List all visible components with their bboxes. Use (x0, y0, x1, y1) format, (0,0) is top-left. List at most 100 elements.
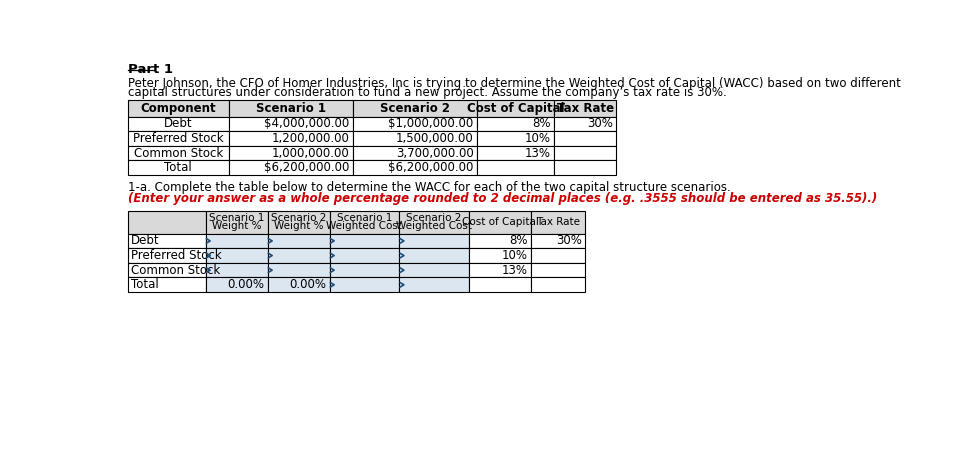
Bar (469, 211, 530, 234)
Bar (469, 234, 530, 248)
Bar (399, 278, 469, 292)
Bar (330, 248, 399, 263)
Text: Scenario 2: Scenario 2 (406, 213, 461, 223)
Bar (353, 100, 477, 116)
Text: Weighted Cost: Weighted Cost (326, 221, 402, 231)
Text: Total: Total (164, 161, 192, 174)
Bar (469, 263, 530, 278)
Text: Common Stock: Common Stock (134, 147, 223, 160)
Text: Scenario 1: Scenario 1 (209, 213, 264, 223)
Text: 10%: 10% (502, 249, 528, 262)
Text: 1,000,000.00: 1,000,000.00 (272, 147, 349, 160)
Bar (206, 211, 267, 234)
Text: Cost of Capital: Cost of Capital (466, 102, 564, 114)
Bar (353, 116, 477, 131)
Bar (399, 263, 469, 278)
Text: $4,000,000.00: $4,000,000.00 (264, 117, 349, 131)
Bar (206, 278, 267, 292)
Bar (229, 146, 353, 160)
Text: 0.00%: 0.00% (289, 278, 326, 291)
Text: Preferred Stock: Preferred Stock (131, 249, 221, 262)
Text: $6,200,000.00: $6,200,000.00 (388, 161, 473, 174)
Text: 30%: 30% (555, 234, 581, 247)
Bar (128, 234, 206, 248)
Text: $1,000,000.00: $1,000,000.00 (388, 117, 473, 131)
Bar (330, 234, 399, 248)
Bar (206, 234, 267, 248)
Text: Scenario 2: Scenario 2 (380, 102, 450, 114)
Text: (Enter your answer as a whole percentage rounded to 2 decimal places (e.g. .3555: (Enter your answer as a whole percentage… (128, 192, 876, 205)
Text: Tax Rate: Tax Rate (535, 217, 579, 227)
Bar (530, 234, 584, 248)
Bar (330, 263, 399, 278)
Bar (229, 131, 353, 146)
Text: 1,200,000.00: 1,200,000.00 (272, 132, 349, 145)
Bar (128, 278, 206, 292)
Text: Part 1: Part 1 (128, 63, 173, 76)
Text: Scenario 1: Scenario 1 (256, 102, 326, 114)
Bar (399, 234, 469, 248)
Bar (530, 263, 584, 278)
Bar (530, 278, 584, 292)
Bar (469, 278, 530, 292)
Text: Debt: Debt (164, 117, 192, 131)
Text: Peter Johnson, the CFO of Homer Industries, Inc is trying to determine the Weigh: Peter Johnson, the CFO of Homer Industri… (128, 76, 899, 89)
Bar (554, 100, 616, 116)
Bar (267, 211, 330, 234)
Bar (267, 263, 330, 278)
Text: Scenario 2: Scenario 2 (271, 213, 326, 223)
Text: Debt: Debt (131, 234, 160, 247)
Text: Weight %: Weight % (274, 221, 323, 231)
Bar (353, 146, 477, 160)
Bar (267, 278, 330, 292)
Bar (267, 248, 330, 263)
Text: Weighted Cost: Weighted Cost (396, 221, 472, 231)
Bar (399, 211, 469, 234)
Bar (229, 116, 353, 131)
Text: Cost of Capital: Cost of Capital (461, 217, 538, 227)
Text: Tax Rate: Tax Rate (556, 102, 613, 114)
Bar (128, 100, 229, 116)
Bar (353, 160, 477, 175)
Bar (128, 211, 206, 234)
Text: Component: Component (140, 102, 216, 114)
Bar (554, 116, 616, 131)
Text: Scenario 1: Scenario 1 (336, 213, 392, 223)
Bar (469, 248, 530, 263)
Bar (477, 160, 554, 175)
Text: $6,200,000.00: $6,200,000.00 (264, 161, 349, 174)
Bar (128, 131, 229, 146)
Text: 13%: 13% (502, 264, 528, 277)
Bar (477, 116, 554, 131)
Bar (477, 146, 554, 160)
Bar (477, 131, 554, 146)
Text: 3,700,000.00: 3,700,000.00 (396, 147, 473, 160)
Text: 0.00%: 0.00% (227, 278, 264, 291)
Text: 1-a. Complete the table below to determine the WACC for each of the two capital : 1-a. Complete the table below to determi… (128, 181, 734, 194)
Bar (330, 211, 399, 234)
Text: 8%: 8% (532, 117, 551, 131)
Bar (530, 211, 584, 234)
Bar (229, 100, 353, 116)
Bar (229, 160, 353, 175)
Text: Total: Total (131, 278, 159, 291)
Text: Weight %: Weight % (211, 221, 261, 231)
Bar (267, 234, 330, 248)
Text: Preferred Stock: Preferred Stock (133, 132, 224, 145)
Bar (554, 160, 616, 175)
Text: Common Stock: Common Stock (131, 264, 220, 277)
Bar (128, 263, 206, 278)
Text: 30%: 30% (586, 117, 612, 131)
Bar (206, 263, 267, 278)
Bar (530, 248, 584, 263)
Bar (330, 278, 399, 292)
Bar (399, 248, 469, 263)
Text: 13%: 13% (525, 147, 551, 160)
Text: capital structures under consideration to fund a new project. Assume the company: capital structures under consideration t… (128, 86, 726, 99)
Bar (554, 146, 616, 160)
Text: 10%: 10% (525, 132, 551, 145)
Bar (128, 116, 229, 131)
Bar (128, 160, 229, 175)
Text: 1,500,000.00: 1,500,000.00 (396, 132, 473, 145)
Bar (128, 146, 229, 160)
